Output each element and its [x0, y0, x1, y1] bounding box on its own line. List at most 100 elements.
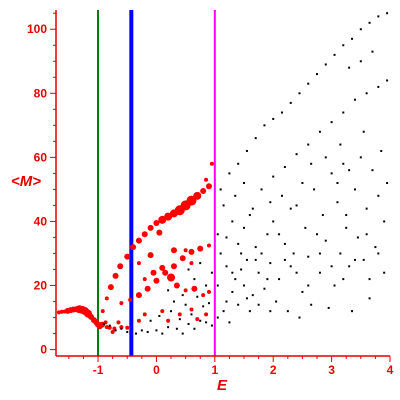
point-black-79	[272, 175, 275, 178]
point-red-52	[188, 248, 195, 255]
point-black-73	[342, 44, 345, 47]
point-red-51	[179, 255, 186, 262]
point-black-43	[243, 284, 246, 287]
point-black-156	[307, 284, 310, 287]
point-black-85	[342, 111, 345, 114]
point-black-117	[371, 169, 374, 172]
point-black-54	[225, 236, 228, 239]
point-black-76	[368, 21, 371, 24]
y-tick-label: 60	[34, 150, 48, 164]
point-black-87	[365, 92, 368, 95]
point-red-70	[104, 325, 109, 330]
point-red-79	[195, 317, 200, 322]
point-red-42	[209, 161, 214, 166]
point-black-151	[245, 297, 248, 300]
point-black-92	[348, 66, 351, 69]
point-black-65	[272, 117, 275, 120]
point-red-57	[189, 261, 194, 266]
point-red-55	[170, 247, 177, 254]
point-black-98	[301, 290, 304, 293]
point-black-149	[216, 284, 219, 287]
point-black-115	[362, 258, 365, 261]
point-black-52	[269, 262, 272, 265]
point-red-48	[153, 277, 160, 284]
x-tick-label: 4	[387, 363, 394, 377]
y-tick-label: 80	[34, 86, 48, 100]
point-black-13	[187, 322, 190, 325]
point-black-48	[257, 271, 260, 274]
point-black-137	[362, 130, 365, 133]
point-red-40	[200, 188, 207, 195]
point-black-39	[231, 290, 234, 293]
point-black-129	[368, 297, 371, 300]
point-black-59	[219, 188, 222, 191]
point-black-40	[234, 278, 237, 281]
point-black-82	[307, 143, 310, 146]
point-black-7	[146, 330, 149, 333]
point-black-148	[266, 278, 269, 281]
point-black-99	[304, 226, 307, 229]
point-black-5	[134, 332, 137, 335]
point-black-11	[175, 327, 178, 330]
point-black-69	[307, 82, 310, 85]
point-red-68	[147, 252, 154, 259]
point-red-67	[136, 261, 141, 266]
point-red-63	[183, 288, 188, 293]
point-red-69	[156, 229, 163, 236]
point-black-28	[167, 289, 170, 292]
point-black-134	[280, 194, 283, 197]
point-black-62	[245, 149, 248, 152]
point-black-143	[260, 188, 263, 191]
point-red-29	[135, 237, 142, 244]
point-black-150	[231, 271, 234, 274]
point-red-53	[197, 245, 204, 252]
point-black-119	[377, 194, 380, 197]
point-black-56	[237, 242, 240, 245]
point-black-51	[266, 233, 269, 236]
point-black-146	[240, 252, 243, 255]
point-black-133	[368, 278, 371, 281]
point-black-144	[269, 201, 272, 204]
point-red-76	[166, 318, 171, 323]
point-red-64	[191, 285, 198, 292]
point-black-138	[216, 233, 219, 236]
point-red-1	[59, 309, 64, 314]
point-black-100	[307, 255, 310, 258]
point-black-154	[283, 258, 286, 261]
point-black-153	[269, 310, 272, 313]
point-black-131	[316, 233, 319, 236]
point-black-10	[167, 326, 170, 329]
point-black-25	[184, 303, 187, 306]
point-black-104	[324, 239, 327, 242]
reference-lines	[97, 10, 216, 356]
point-black-158	[330, 265, 333, 268]
point-black-38	[228, 321, 231, 324]
point-black-113	[356, 236, 359, 239]
point-black-19	[158, 314, 161, 317]
point-black-136	[339, 143, 342, 146]
point-black-75	[359, 28, 362, 31]
point-red-26	[117, 263, 124, 270]
point-black-90	[359, 60, 362, 63]
point-black-16	[205, 321, 208, 324]
x-tick-label: 3	[328, 363, 335, 377]
point-red-73	[136, 318, 141, 323]
point-black-159	[342, 278, 345, 281]
point-red-80	[204, 312, 209, 317]
point-black-162	[377, 252, 380, 255]
point-red-39	[193, 191, 202, 200]
y-tick-label: 100	[27, 22, 47, 36]
point-black-140	[234, 194, 237, 197]
point-black-8	[155, 329, 158, 332]
point-red-74	[142, 312, 147, 317]
point-red-43	[204, 177, 209, 182]
x-tick-label: 0	[153, 363, 160, 377]
point-black-139	[222, 204, 225, 207]
point-black-161	[365, 233, 368, 236]
point-red-56	[183, 248, 188, 253]
point-red-34	[164, 212, 173, 221]
point-black-118	[374, 246, 377, 249]
point-black-6	[140, 329, 143, 332]
point-red-65	[201, 293, 206, 298]
